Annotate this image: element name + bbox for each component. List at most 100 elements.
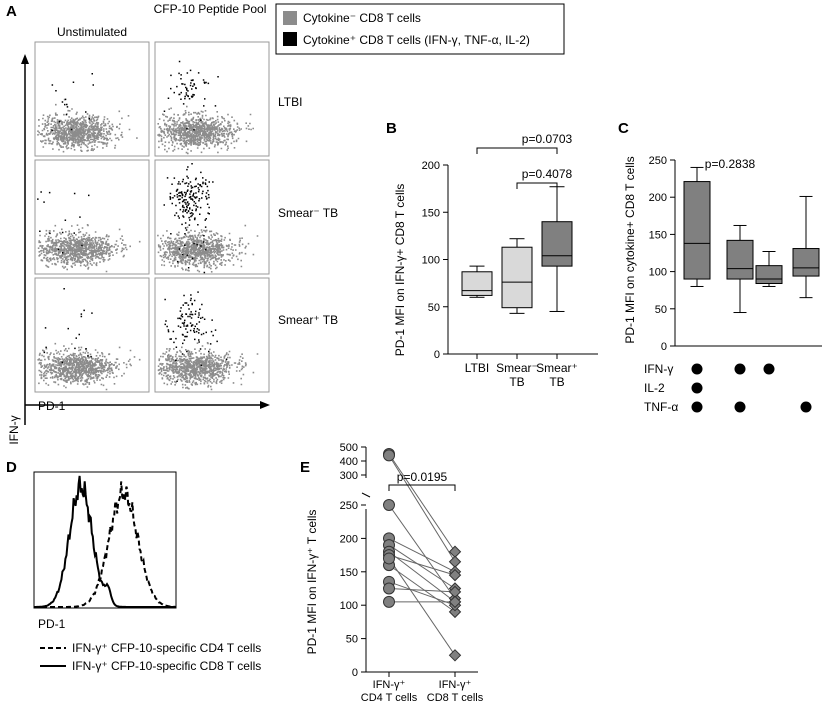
panel-a-row2-label: Smear⁻ TB [278, 206, 338, 220]
panel-b-y-tick-label: 150 [422, 207, 440, 219]
panel-e-cd4-point [383, 499, 395, 511]
panel-c-matrix-row-label: IL-2 [644, 381, 665, 395]
panel-b-category-label: TB [509, 375, 524, 389]
panel-b-category-label: Smear⁺ [536, 361, 578, 375]
panel-e-axis-break [361, 492, 371, 498]
panel-c-y-tick-label: 0 [661, 341, 667, 353]
dotplot-negative-cells [157, 224, 259, 273]
panel-b-label: B [386, 120, 397, 137]
panel-d-cd4-histogram [34, 481, 176, 608]
panel-e-cd8-point [448, 568, 462, 582]
panel-e-cd4-point [383, 449, 395, 462]
panel-c-matrix-dot [691, 363, 703, 375]
panel-c-matrix-dot [734, 363, 746, 375]
legend-label-negative: Cytokine⁻ CD8 T cells [303, 11, 421, 25]
panel-a-ylabel: IFN-γ [7, 415, 21, 444]
panel-b-box [461, 271, 493, 296]
panel-b-bracket [476, 147, 558, 154]
legend-box [275, 3, 565, 55]
panel-c-box [755, 265, 783, 285]
panel-e-pvalue: p=0.0195 [397, 470, 448, 484]
panel-e-pair-line [388, 544, 456, 589]
panel-c-y-tick-label: 100 [649, 267, 667, 279]
panel-c-pvalue: p=0.2838 [705, 157, 756, 171]
panel-a-x-arrow [260, 401, 270, 409]
panel-b-category-label: TB [549, 375, 564, 389]
panel-e-y-tick-label: 0 [352, 667, 358, 679]
panel-d-frame [33, 471, 177, 609]
panel-d-legend-cd8: IFN-γ⁺ CFP-10-specific CD8 T cells [72, 659, 261, 673]
panel-e-y-tick-label: 100 [340, 600, 358, 612]
panel-b-box [501, 246, 533, 309]
panel-c-matrix-dot [800, 401, 812, 413]
panel-c-matrix-dot [691, 401, 703, 413]
dotplot-negative-cells [157, 342, 259, 391]
panel-e-category-label: IFN-γ⁺ [439, 679, 472, 691]
panel-e-y-tick-label: 50 [346, 634, 358, 646]
panel-d-plot [33, 471, 177, 609]
dotplot-positive-cells [163, 60, 219, 131]
panel-e-pair-line [388, 455, 456, 563]
panel-a-col2-wrap: CFP-10 Peptide Pool [153, 2, 267, 16]
panel-e-pair-line [388, 558, 456, 656]
panel-a-col1-label: Unstimulated [57, 25, 127, 39]
panel-e-category-label: CD8 T cells [427, 692, 484, 704]
panel-e-category-label: IFN-γ⁺ [373, 679, 406, 691]
panel-e-category-label: CD4 T cells [361, 692, 418, 704]
dotplot-frame [34, 41, 150, 157]
panel-c-y-tick-label: 250 [649, 155, 667, 167]
panel-e-cd4-point [383, 552, 395, 565]
panel-c-box [792, 248, 820, 277]
panel-e-y-tick-label: 400 [340, 456, 358, 468]
panel-e-plot: 050100150200250300400500p=0.0195IFN-γ⁺CD… [340, 442, 484, 704]
panel-b-pvalue: p=0.4078 [522, 167, 573, 181]
legend: Cytokine⁻ CD8 T cells Cytokine⁺ CD8 T ce… [275, 3, 565, 55]
panel-a-col2-label: CFP-10 Peptide Pool [153, 2, 267, 16]
dotplot-positive-cells [163, 163, 214, 274]
panel-e-label: E [300, 459, 310, 476]
panel-e-ylabel: PD-1 MFI on IFN-γ⁺ T cells [305, 510, 319, 655]
panel-e-y-tick-label: 150 [340, 567, 358, 579]
panel-d-legend-cd4: IFN-γ⁺ CFP-10-specific CD4 T cells [72, 641, 261, 655]
panel-a-label: A [6, 3, 17, 20]
legend-swatch-positive [283, 32, 297, 46]
panel-e-pair-line [388, 453, 456, 553]
panel-e-cd8-point [448, 595, 462, 609]
dotplot-frame [34, 277, 150, 393]
panel-c-matrix-dot [763, 363, 775, 375]
panel-e-pair-line [388, 554, 456, 576]
panel-a-axes: IFN-γ PD-1 [7, 54, 270, 445]
panel-b-ylabel: PD-1 MFI on IFN-γ+ CD8 T cells [393, 184, 407, 357]
panel-a-row1-label: LTBI [278, 95, 302, 109]
panel-c-y-tick-label: 50 [655, 304, 667, 316]
panel-c-box [683, 181, 711, 280]
panel-c-matrix-row-label: IFN-γ [644, 362, 673, 376]
legend-swatch-negative [283, 11, 297, 25]
panel-b-y-tick-label: 0 [434, 349, 440, 361]
panel-c-box [726, 239, 754, 280]
panel-e-y-tick-label: 200 [340, 533, 358, 545]
panel-d-xlabel: PD-1 [38, 617, 66, 631]
panel-e-pair-line [388, 504, 456, 599]
panel-b-category-label: LTBI [465, 361, 489, 375]
dotplot-negative-cells [37, 224, 141, 273]
panel-e-cd4-point [383, 582, 395, 595]
panel-b-box [541, 221, 573, 267]
panel-a-row3-label: Smear⁺ TB [278, 313, 338, 327]
panel-c-matrix-dot [691, 382, 703, 394]
panel-b-pvalue: p=0.0703 [522, 132, 573, 146]
panel-c-plot: 0 50 100 150 200 250 IFN-γ IL-2 TNF-α [644, 155, 822, 414]
panel-c-y-tick-label: 200 [649, 192, 667, 204]
panel-e-bracket [388, 484, 456, 491]
panel-b-y-tick-label: 200 [422, 160, 440, 172]
panel-c-matrix-dot [734, 401, 746, 413]
panel-b-bracket [516, 182, 558, 189]
dotplot-negative-cells [37, 342, 141, 391]
panel-e-cd4-point [383, 595, 395, 608]
panel-c-y-tick-label: 150 [649, 229, 667, 241]
panel-e-pair-line [388, 588, 456, 593]
panel-e-cd8-point [448, 605, 462, 619]
dotplot-negative-cells [157, 105, 254, 155]
